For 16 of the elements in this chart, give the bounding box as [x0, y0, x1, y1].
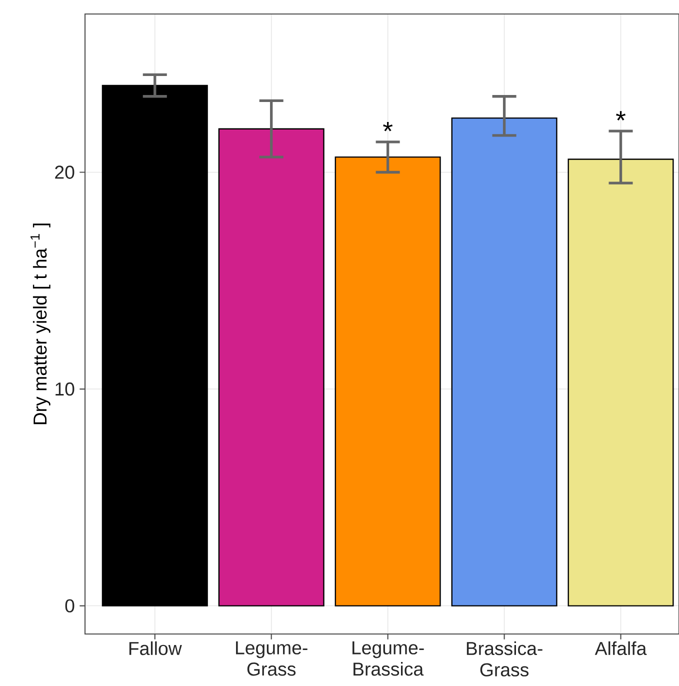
x-tick-label: Legume-Brassica: [352, 641, 424, 676]
data-label: *: [616, 111, 626, 120]
bar: [102, 84, 208, 606]
bar: [334, 156, 441, 606]
x-tick-label: Fallow: [129, 641, 182, 656]
bar: [218, 128, 324, 606]
data-label: *: [383, 122, 393, 132]
y-tick-label: 10: [56, 382, 74, 396]
x-tick-label: Brassica-Grass: [466, 641, 542, 676]
bar: [451, 117, 558, 606]
x-tick-label: Alfalfa: [594, 641, 647, 656]
x-tick-label: Legume-Grass: [236, 641, 308, 676]
y-tick-label: 0: [65, 599, 74, 612]
y-tick-label: 20: [55, 166, 74, 179]
bar: [568, 158, 674, 606]
y-axis-title: Dry matter yield [ t ha$^{−1}$ ]: [30, 224, 50, 424]
